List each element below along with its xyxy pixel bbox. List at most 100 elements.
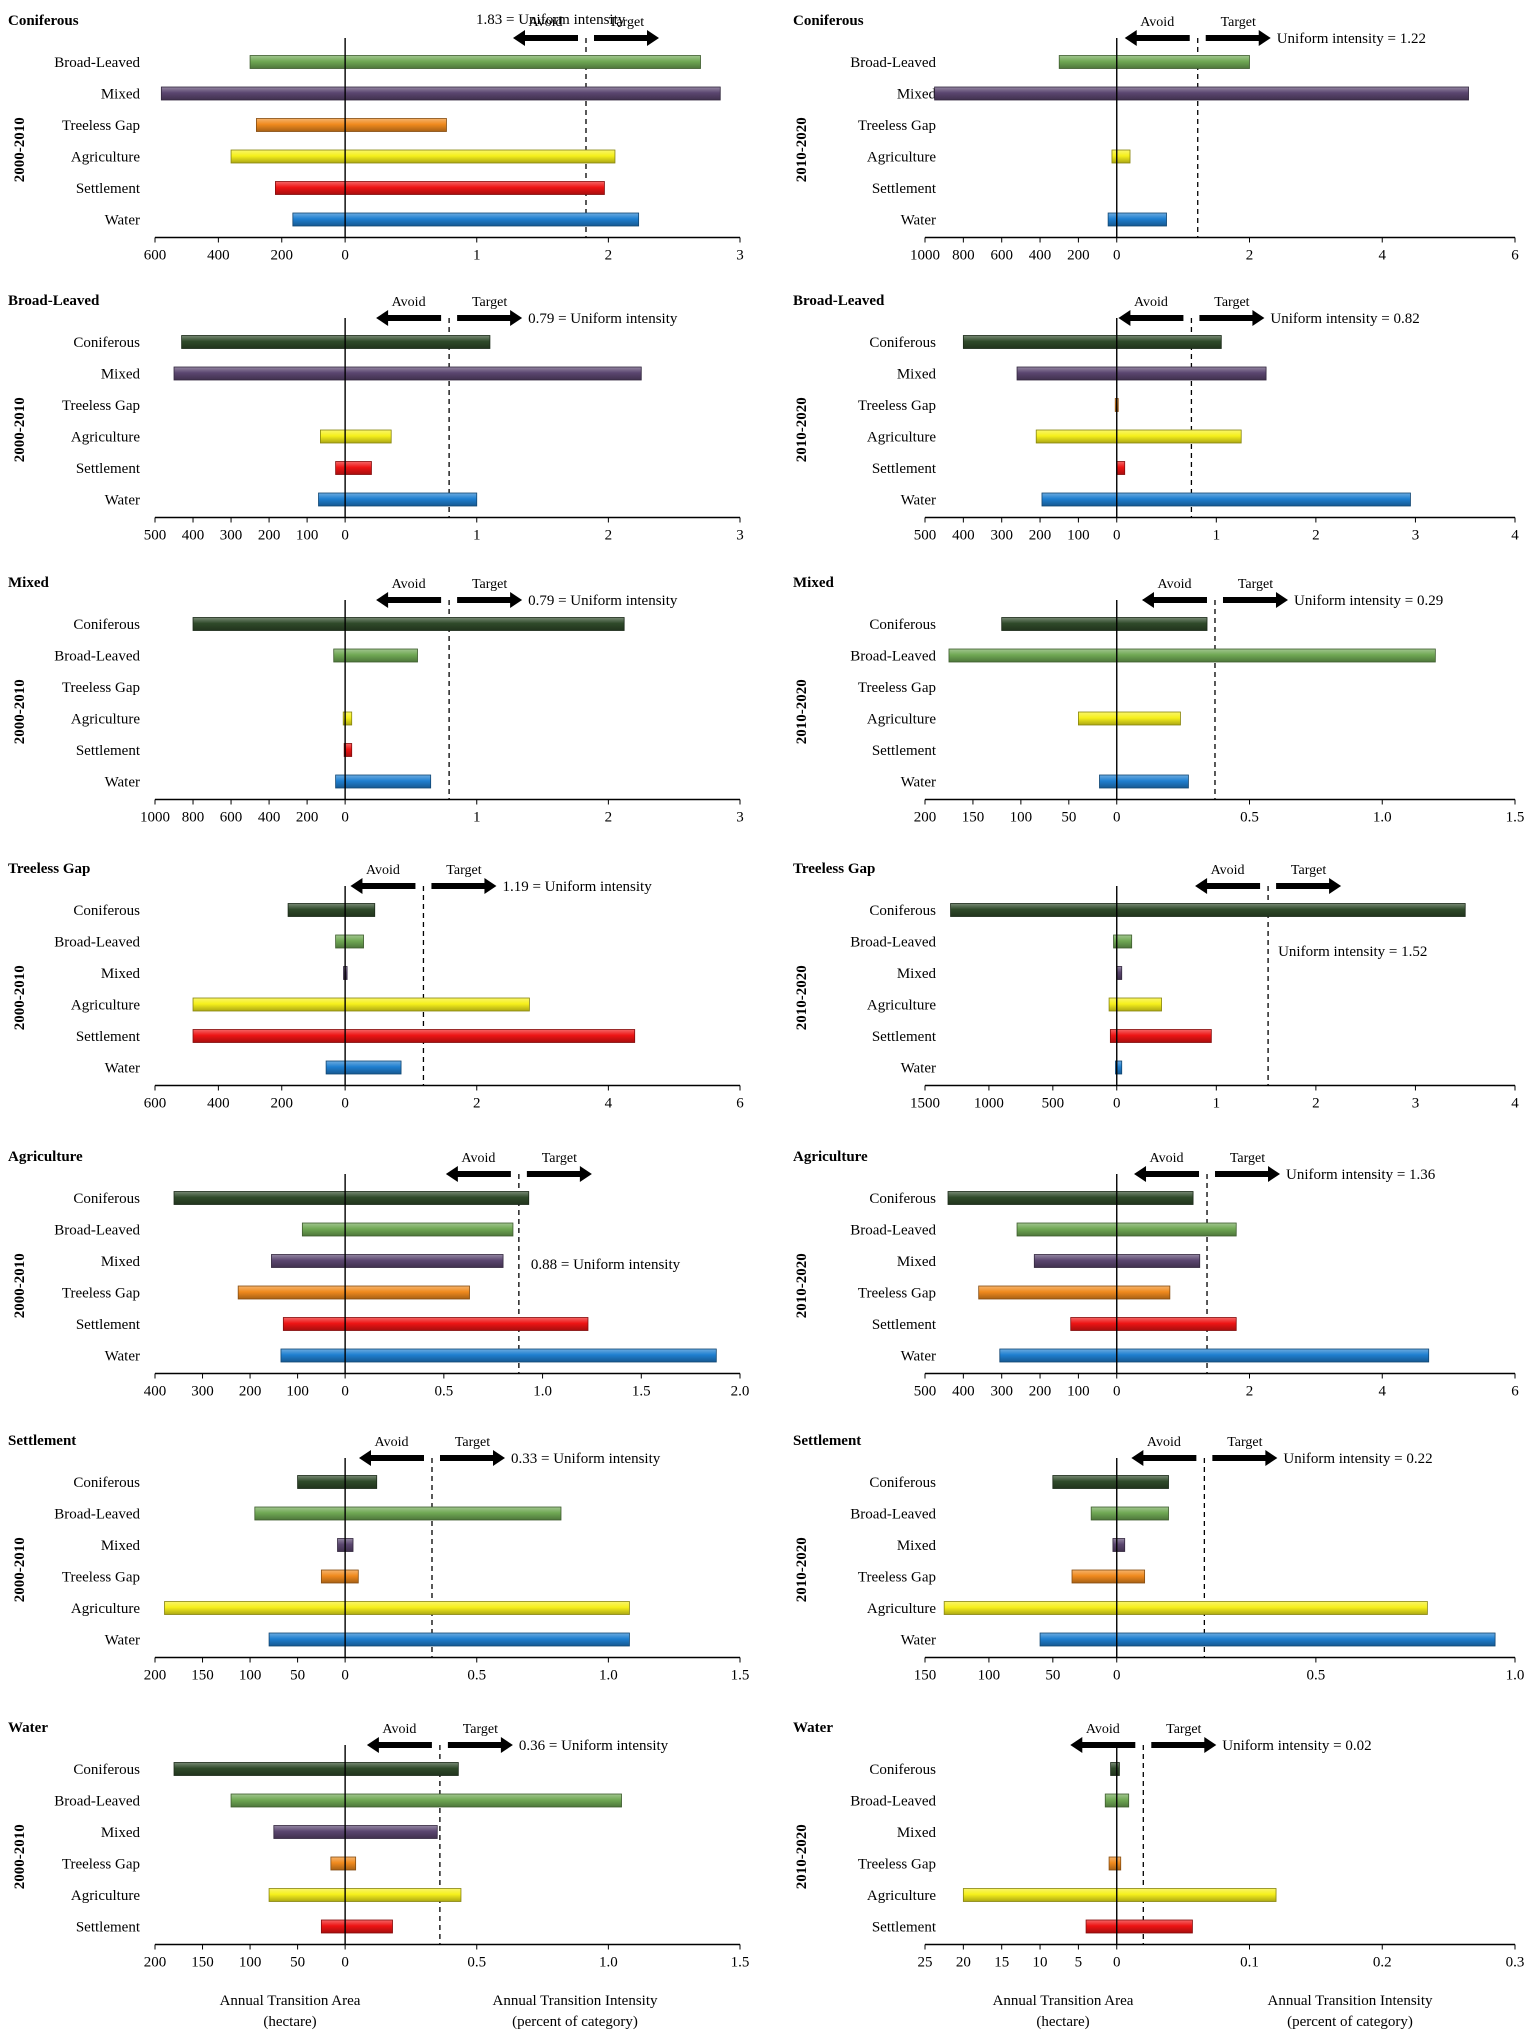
bar-broad-leaved <box>249 55 701 69</box>
intensity-tick-label: 1 <box>1213 1096 1221 1112</box>
avoid-label: Avoid <box>1086 1722 1120 1737</box>
category-label: Agriculture <box>867 712 936 728</box>
category-label: Mixed <box>897 367 937 383</box>
uniform-intensity-label: Uniform intensity = 1.52 <box>1278 944 1427 960</box>
area-tick-label: 100 <box>286 1384 309 1400</box>
bar-settlement <box>1116 461 1126 475</box>
category-label: Mixed <box>101 367 141 383</box>
bar-broad-leaved <box>301 1222 514 1237</box>
category-label: Treeless Gap <box>858 1857 936 1873</box>
area-tick-label: 400 <box>1029 248 1052 264</box>
category-label: Settlement <box>76 743 141 759</box>
category-label: Treeless Gap <box>858 1286 936 1302</box>
uniform-intensity-label: 0.79 = Uniform intensity <box>528 311 678 327</box>
category-label: Settlement <box>76 1317 141 1333</box>
intensity-tick-label: 4 <box>1379 248 1387 264</box>
category-label: Settlement <box>872 1029 937 1045</box>
intensity-tick-label: 3 <box>736 528 744 544</box>
intensity-tick-label: 6 <box>736 1096 744 1112</box>
avoid-label: Avoid <box>1147 1435 1181 1450</box>
category-label: Treeless Gap <box>62 1286 140 1302</box>
panel-coniferous-2000-2010: Coniferous 2000-2010 Broad-Leaved Mixed Tree… <box>8 12 744 264</box>
target-arrow <box>457 592 523 608</box>
period-label: 2000-2010 <box>12 679 28 744</box>
uniform-intensity-label: 0.33 = Uniform intensity <box>511 1451 661 1467</box>
panel-water-2010-2020: Water 2010-2020 Coniferous Broad-Leaved Mixe… <box>793 1720 1524 1971</box>
area-tick-label: 600 <box>220 810 243 826</box>
area-tick-label: 100 <box>1010 810 1033 826</box>
category-label: Settlement <box>872 1317 937 1333</box>
intensity-tick-label: 1.5 <box>731 1668 750 1684</box>
target-label: Target <box>1214 295 1249 310</box>
bar-treeless-gap <box>330 1856 357 1871</box>
panel-broad-leaved-2000-2010: Broad-Leaved 2000-2010 Coniferous Mixed Tree… <box>8 293 744 544</box>
intensity-tick-label: 3 <box>736 248 744 264</box>
target-arrow <box>457 310 523 326</box>
intensity-tick-label: 0.5 <box>467 1955 486 1971</box>
category-label: Water <box>901 493 936 509</box>
intensity-tick-label: 2 <box>1246 248 1254 264</box>
category-label: Treeless Gap <box>62 1570 140 1586</box>
intensity-tick-label: 1.5 <box>632 1384 651 1400</box>
area-tick-label: 200 <box>258 528 281 544</box>
category-label: Broad-Leaved <box>54 935 140 951</box>
category-label: Settlement <box>872 181 937 197</box>
category-label: Water <box>901 1633 936 1649</box>
uniform-intensity-label: Uniform intensity = 0.29 <box>1294 593 1443 609</box>
category-label: Agriculture <box>71 998 140 1014</box>
category-label: Mixed <box>897 1538 937 1554</box>
intensity-tick-label: 2 <box>1312 528 1320 544</box>
bar-mixed <box>273 1825 438 1839</box>
category-label: Mixed <box>101 1254 141 1270</box>
bar-mixed <box>1112 1538 1126 1552</box>
area-tick-label: 10 <box>1033 1955 1048 1971</box>
target-arrow <box>1276 878 1342 894</box>
category-label: Settlement <box>872 1920 937 1936</box>
panel-treeless-gap-2000-2010: Treeless Gap 2000-2010 Coniferous Broad-Lea… <box>8 861 744 1112</box>
area-tick-label: 800 <box>952 248 975 264</box>
bar-treeless-gap <box>237 1285 470 1300</box>
bar-settlement <box>192 1029 636 1043</box>
intensity-tick-label: 1.0 <box>599 1668 618 1684</box>
category-label: Treeless Gap <box>858 118 936 134</box>
category-label: Settlement <box>872 461 937 477</box>
category-label: Settlement <box>76 461 141 477</box>
category-label: Agriculture <box>867 150 936 166</box>
category-label: Coniferous <box>869 617 936 633</box>
avoid-label: Avoid <box>461 1151 495 1166</box>
left-area-label: Annual Transition Area <box>220 1993 361 2009</box>
uniform-intensity-label: 0.36 = Uniform intensity <box>519 1738 669 1754</box>
avoid-arrow <box>1118 310 1184 326</box>
intensity-tick-label: 0 <box>1113 1384 1121 1400</box>
bar-broad-leaved <box>1058 55 1250 69</box>
target-arrow <box>439 1450 505 1466</box>
area-tick-label: 100 <box>1067 1384 1090 1400</box>
area-tick-label: 150 <box>914 1668 937 1684</box>
avoid-arrow <box>1195 878 1261 894</box>
bar-coniferous <box>947 1191 1194 1205</box>
category-label: Mixed <box>897 87 937 103</box>
period-label: 2010-2020 <box>794 965 810 1030</box>
area-tick-label: 25 <box>918 1955 933 1971</box>
category-label: Coniferous <box>73 1762 140 1778</box>
target-arrow <box>1212 1450 1278 1466</box>
avoid-arrow <box>376 592 442 608</box>
target-label: Target <box>542 1151 577 1166</box>
area-tick-label: 500 <box>144 528 167 544</box>
category-label: Coniferous <box>869 903 936 919</box>
avoid-arrow <box>358 1450 424 1466</box>
intensity-tick-label: 1 <box>473 810 481 826</box>
panel-treeless-gap-2010-2020: Treeless Gap 2010-2020 Coniferous Broad-Lea… <box>793 861 1519 1112</box>
bar-agriculture <box>192 997 530 1012</box>
panel-settlement-2010-2020: Settlement 2010-2020 Coniferous Broad-Leave… <box>793 1433 1524 1684</box>
period-label: 2010-2020 <box>794 1537 810 1602</box>
category-label: Water <box>901 775 936 791</box>
intensity-tick-label: 0 <box>1113 1096 1121 1112</box>
area-tick-label: 200 <box>1029 1384 1052 1400</box>
bar-broad-leaved <box>333 648 418 663</box>
intensity-tick-label: 6 <box>1511 1384 1519 1400</box>
area-tick-label: 200 <box>296 810 319 826</box>
panel-title: Water <box>8 1720 48 1736</box>
area-tick-label: 600 <box>990 248 1013 264</box>
category-label: Agriculture <box>71 1601 140 1617</box>
